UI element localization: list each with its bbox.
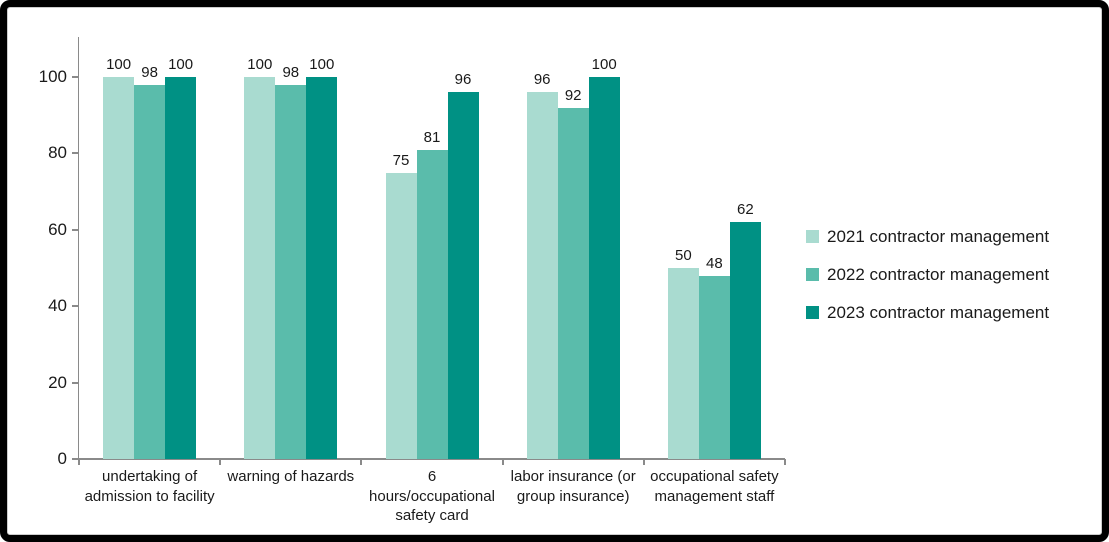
y-axis-tick-label: 40	[48, 296, 67, 316]
bar-2021-cat5	[667, 268, 699, 459]
bar-value-label: 98	[282, 63, 300, 81]
y-axis-tick-label: 0	[57, 449, 67, 468]
bar-2021-cat3	[385, 172, 417, 459]
y-axis-tick-label: 80	[48, 143, 67, 163]
x-axis-tick	[501, 459, 504, 465]
x-axis-category-label: warning of hazards	[227, 468, 355, 485]
bar-value-label: 100	[309, 56, 335, 73]
legend-item: 2021 contractor management	[806, 226, 1049, 247]
y-axis-tick	[71, 305, 78, 308]
bar-2022-cat4	[557, 107, 589, 459]
bar-2021-cat4	[526, 92, 558, 459]
legend-swatch	[806, 306, 819, 319]
x-axis-category-label: occupational safety management staff	[650, 468, 779, 505]
bar-2022-cat3	[416, 149, 448, 459]
bar-value-label: 75	[392, 151, 410, 169]
bar-value-label: 100	[106, 56, 132, 73]
x-axis-tick	[219, 459, 222, 465]
x-axis-category-label: labor insurance (or group insurance)	[510, 468, 636, 505]
bar-value-label: 62	[737, 201, 754, 219]
y-axis-tick-label: 100	[38, 67, 67, 86]
bar-value-label: 98	[141, 63, 158, 81]
bar-value-label: 100	[168, 56, 194, 73]
legend-label: 2021 contractor management	[827, 226, 1050, 246]
bar-2023-cat5	[729, 222, 761, 459]
bar-2022-cat5	[698, 275, 730, 459]
x-axis-category-label: 6 hours/occupational safety card	[369, 468, 495, 524]
bar-2021-cat1	[103, 77, 135, 459]
y-axis-tick	[71, 152, 78, 155]
legend-swatch	[806, 230, 819, 243]
y-axis-tick	[71, 228, 78, 231]
x-axis-tick	[78, 459, 80, 465]
y-axis-tick	[71, 76, 78, 78]
legend-label: 2022 contractor management	[827, 264, 1050, 284]
bar-2023-cat1	[165, 77, 197, 459]
y-axis-tick-label: 20	[48, 372, 67, 392]
x-axis-tick	[360, 459, 363, 465]
legend-label: 2023 contractor management	[827, 302, 1050, 322]
x-axis-tick	[642, 459, 645, 465]
bar-value-label: 81	[423, 128, 441, 146]
bar-value-label: 100	[247, 56, 273, 73]
legend-swatch	[806, 268, 819, 281]
bar-2022-cat1	[134, 84, 166, 459]
x-axis-tick	[784, 459, 786, 465]
y-axis-tick	[71, 381, 78, 384]
bar-value-label: 50	[675, 247, 692, 264]
x-axis-category-label: undertaking of admission to facility	[84, 468, 215, 505]
bar-2022-cat2	[275, 84, 307, 459]
bar-2023-cat3	[447, 92, 479, 459]
y-axis-line	[77, 37, 79, 459]
bar-value-label: 48	[706, 254, 723, 272]
bar-2023-cat2	[306, 77, 338, 459]
legend-item: 2022 contractor management	[806, 264, 1049, 285]
y-axis-tick-label: 60	[48, 219, 67, 239]
plot-area: 0 20 40 60 80 100 100 98 100 undertaking of admis…	[7, 7, 1102, 535]
legend-item: 2023 contractor management	[806, 302, 1049, 323]
bar-value-label: 92	[564, 86, 582, 104]
bar-value-label: 96	[454, 71, 472, 89]
y-axis-tick	[71, 458, 78, 460]
bar-2023-cat4	[588, 77, 620, 459]
bar-value-label: 96	[533, 71, 551, 89]
bar-2021-cat2	[244, 77, 276, 459]
bar-value-label: 100	[591, 56, 617, 73]
legend: 2021 contractor management 2022 contracto…	[806, 226, 1049, 340]
